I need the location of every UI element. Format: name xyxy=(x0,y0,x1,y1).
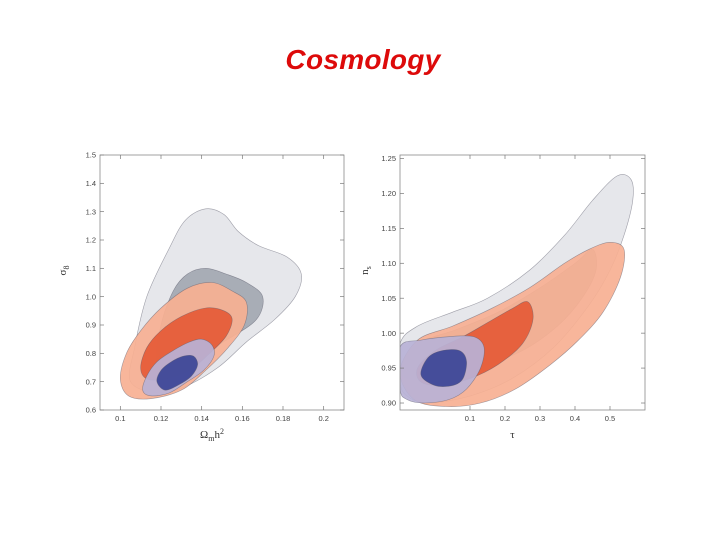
x-tick-label: 0.1 xyxy=(115,414,125,423)
y-tick-label: 0.90 xyxy=(381,399,396,408)
y-tick-label: 0.8 xyxy=(86,349,96,358)
x-tick-label: 0.5 xyxy=(605,414,615,423)
y-axis-label: ns xyxy=(359,266,373,275)
contour-blue-inner xyxy=(156,354,198,391)
x-tick-label: 0.4 xyxy=(570,414,580,423)
x-tick-label: 0.12 xyxy=(154,414,169,423)
x-tick-label: 0.18 xyxy=(276,414,291,423)
panel-2: 0.1 0.2 0.3 0.4 0.5 0.90 0.95 1.00 1.05 1.10 1.15 1… xyxy=(359,154,646,441)
x-tick-label: 0.16 xyxy=(235,414,250,423)
x-tick-label: 0.14 xyxy=(194,414,209,423)
y-tick-label: 0.7 xyxy=(86,377,96,386)
contours-1 xyxy=(120,208,302,400)
y-tick-label: 0.6 xyxy=(86,406,96,415)
x-tick-label: 0.1 xyxy=(465,414,475,423)
contours-2 xyxy=(400,174,634,407)
plot-frame xyxy=(99,154,345,411)
x-tick-label: 0.2 xyxy=(318,414,328,423)
y-tick-label: 1.00 xyxy=(381,329,396,338)
y-tick-label: 1.25 xyxy=(381,154,396,163)
y-tick-label: 1.0 xyxy=(86,292,96,301)
panel-1: 0.1 0.12 0.14 0.16 0.18 0.2 0.6 0.7 0.8 0.9 1.0 1.1… xyxy=(57,151,345,443)
y-tick-label: 1.3 xyxy=(86,207,96,216)
y-tick-label: 1.05 xyxy=(381,294,396,303)
x-axis-label: τ xyxy=(510,429,515,441)
x-axis-label: Ωmh2 xyxy=(200,427,224,443)
y-axis-label: σ8 xyxy=(57,266,71,276)
y-tick-label: 1.5 xyxy=(86,151,96,160)
y-tick-label: 1.2 xyxy=(86,236,96,245)
slide-title: Cosmology xyxy=(285,44,441,75)
x-tick-label: 0.2 xyxy=(500,414,510,423)
x-tick-label: 0.3 xyxy=(535,414,545,423)
y-tick-label: 1.15 xyxy=(381,224,396,233)
y-tick-label: 1.10 xyxy=(381,259,396,268)
plot-frame xyxy=(399,154,646,411)
y-tick-label: 0.9 xyxy=(86,321,96,330)
y-tick-label: 1.1 xyxy=(86,264,96,273)
contour-blue-inner xyxy=(420,349,467,387)
y-tick-label: 1.4 xyxy=(86,179,96,188)
y-tick-label: 1.20 xyxy=(381,189,396,198)
y-tick-label: 0.95 xyxy=(381,364,396,373)
